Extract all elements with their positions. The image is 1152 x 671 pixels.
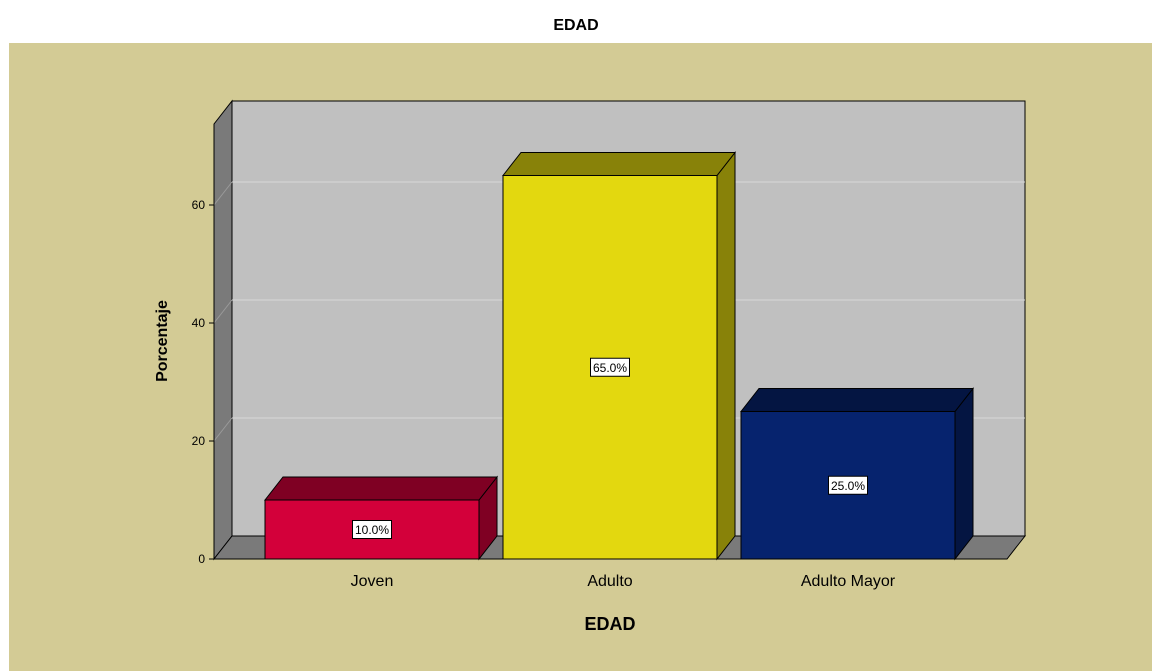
bar-top	[501, 152, 737, 176]
y-tick-label: 0	[198, 552, 205, 566]
x-tick-label: Adulto Mayor	[801, 573, 896, 590]
x-axis-label: EDAD	[584, 614, 635, 634]
gridline-side	[213, 299, 233, 324]
chart-title: EDAD	[553, 17, 599, 34]
y-axis-label: Porcentaje	[154, 300, 171, 382]
y-axis: 0 20 40 60	[192, 124, 215, 566]
x-tick-label: Adulto	[587, 573, 632, 590]
bar-group: 25.0%	[739, 387, 975, 561]
data-label-box	[590, 357, 630, 377]
data-label-box	[352, 520, 392, 539]
gridline-side	[213, 417, 233, 442]
x-tick-label: Joven	[351, 573, 394, 590]
y-tick-label: 60	[192, 198, 206, 212]
bar-group: 10.0%	[263, 475, 499, 561]
bar-top	[263, 476, 499, 501]
y-tick-label: 40	[192, 316, 206, 330]
bar-group: 65.0%	[501, 151, 737, 561]
bar-top	[739, 388, 975, 412]
y-tick-label: 20	[192, 434, 206, 448]
bar-side	[716, 151, 736, 561]
data-label: 25.0%	[831, 479, 865, 493]
x-axis: Joven Adulto Adulto Mayor	[351, 573, 896, 590]
bars: 10.0% 65.0% 25.0%	[263, 151, 975, 561]
gridline-side	[213, 181, 233, 206]
bar-side	[954, 387, 974, 561]
data-label: 10.0%	[355, 523, 389, 537]
data-label-box	[828, 475, 868, 495]
data-label: 65.0%	[593, 361, 627, 375]
plot-side-wall	[213, 99, 233, 561]
